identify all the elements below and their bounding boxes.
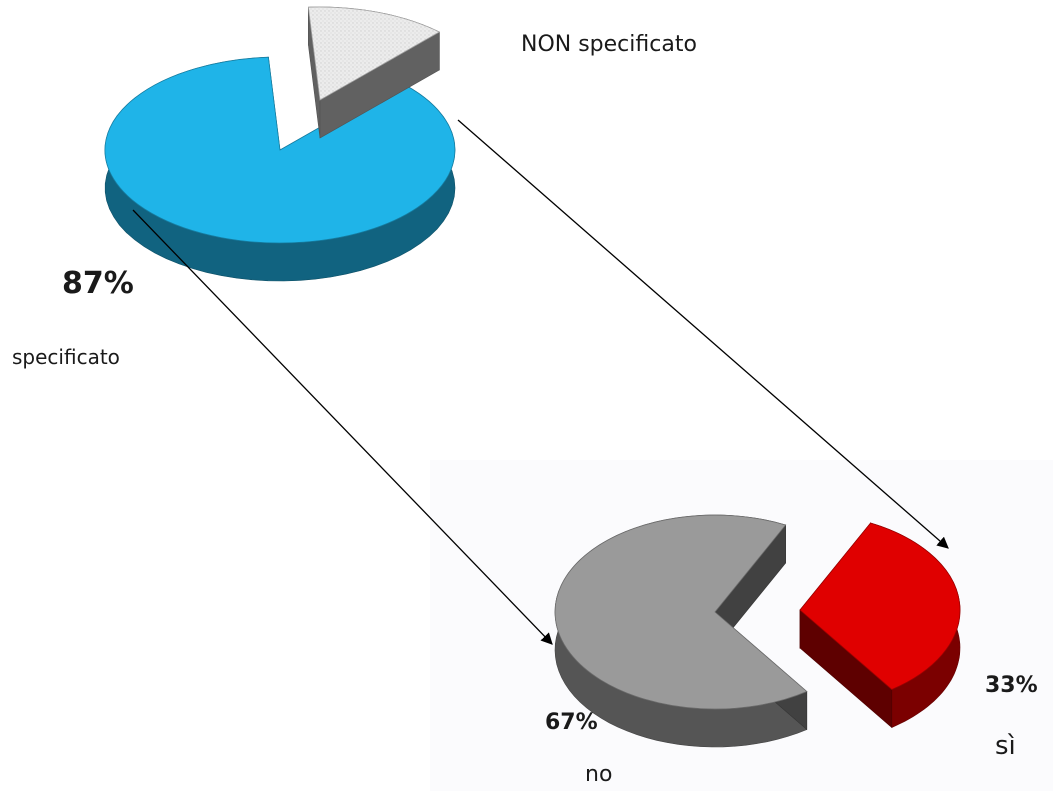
specificato-percent-label: 87%: [62, 266, 134, 301]
si-label: sì: [995, 731, 1016, 761]
si-percent-label: 33%: [985, 673, 1038, 698]
arrow-to-no-slice: [132, 209, 553, 645]
no-percent-label: 67%: [545, 710, 598, 735]
pie-slice-s-: [799, 522, 961, 729]
slice-1-1-top: [799, 522, 961, 690]
specificato-label: specificato: [12, 345, 120, 369]
no-label: no: [585, 762, 613, 787]
pie-chart-1: [554, 514, 961, 748]
arrow-to-si-slice: [457, 119, 949, 549]
pie-slice-non-specificato: [307, 6, 441, 139]
slice-0-1-top: [307, 6, 441, 101]
non-specificato-label: NON specificato: [521, 32, 697, 57]
pie-chart-0: [104, 6, 456, 282]
slice-1-0-top: [554, 514, 808, 710]
pie-slice-no: [554, 514, 808, 748]
